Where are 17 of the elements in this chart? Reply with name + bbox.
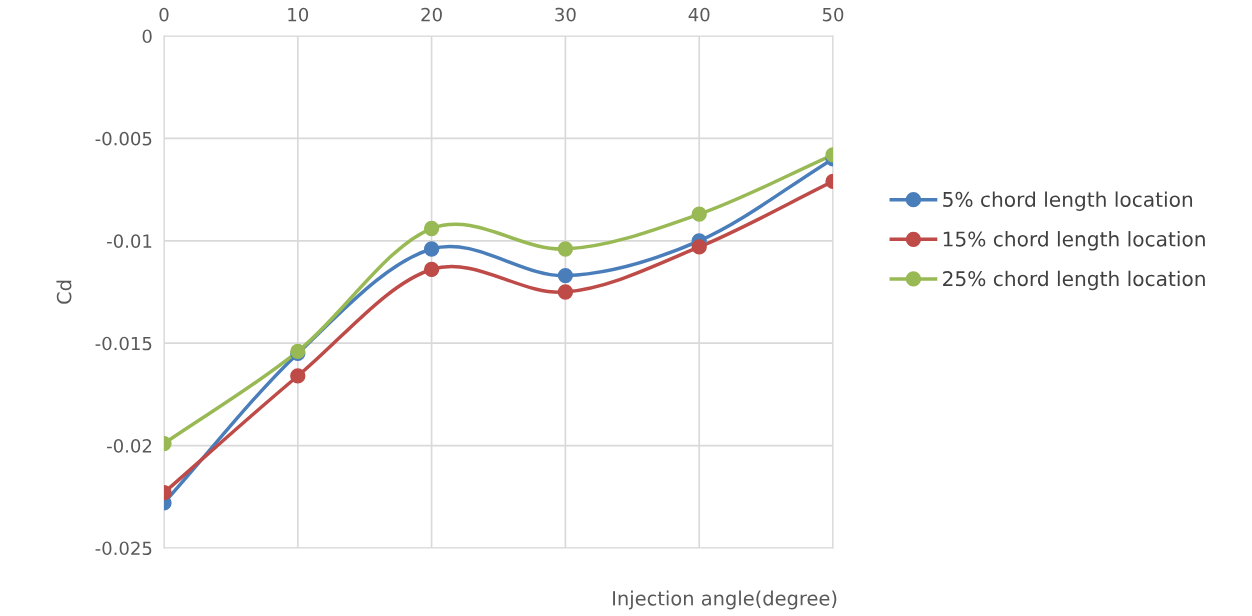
x-axis-title: Injection angle(degree) [613,590,837,610]
legend-label: 25% chord length location [943,270,1205,291]
y-tick-label: -0.02 [107,439,152,453]
x-tick-label: 50 [822,7,844,22]
y-tick-label: -0.025 [95,541,152,556]
y-axis-title: Cd [56,280,72,304]
x-tick-label: 10 [288,7,309,22]
x-tick-label: 0 [159,7,169,22]
y-tick-label: -0.015 [95,336,152,351]
legend-label: 5% chord length location [943,191,1193,211]
x-tick-label: 30 [555,7,576,22]
x-tick-label: 20 [421,7,442,22]
legend-label: 15% chord length location [943,231,1205,251]
x-tick-label: 40 [688,7,710,22]
y-tick-label: -0.005 [95,131,152,146]
y-tick-label: 0 [142,29,152,44]
y-tick-label: -0.01 [107,234,152,248]
